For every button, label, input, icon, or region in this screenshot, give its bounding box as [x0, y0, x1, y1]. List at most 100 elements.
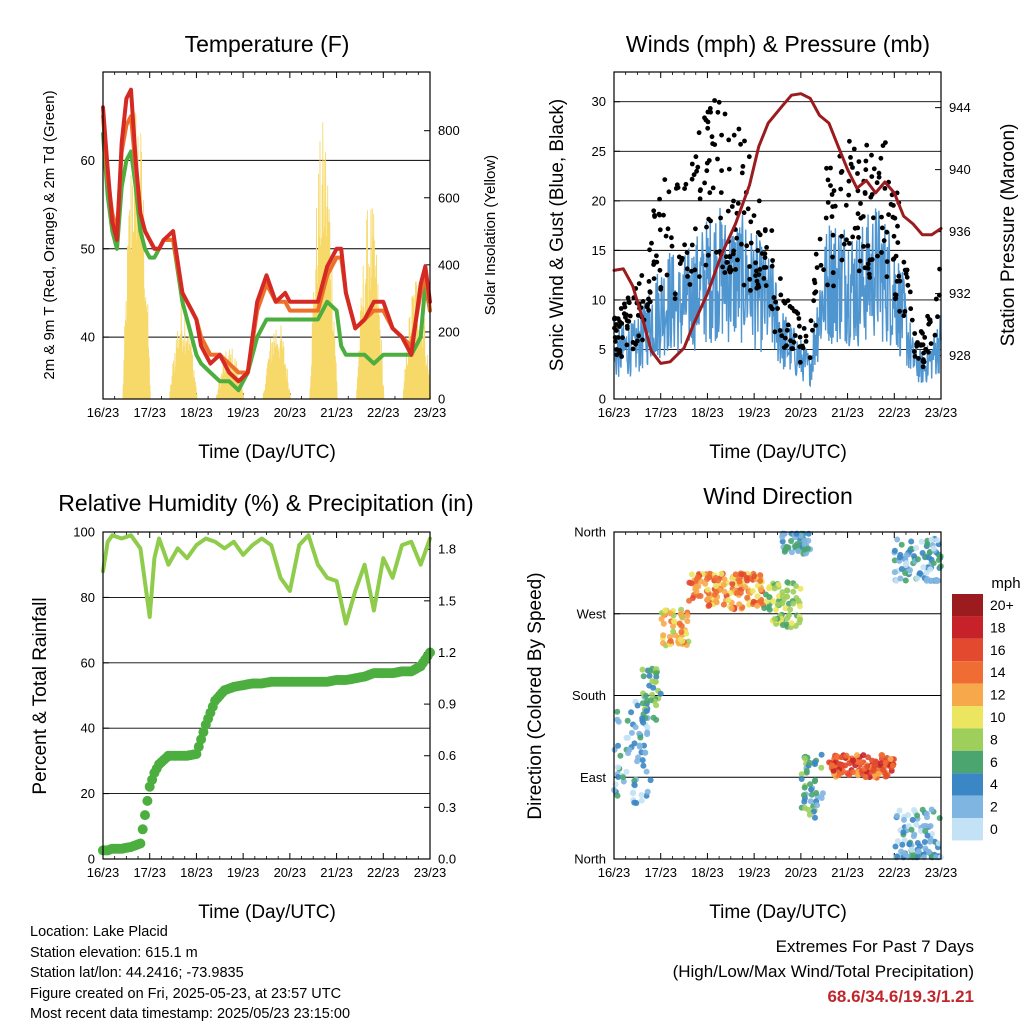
legend-label: 4: [990, 776, 998, 792]
solar-spike: [356, 208, 385, 400]
direction-point: [922, 845, 929, 852]
direction-point: [775, 581, 782, 588]
direction-point: [896, 554, 903, 561]
direction-point: [909, 816, 916, 823]
direction-point: [779, 622, 786, 628]
x-tick-label: 23/23: [414, 865, 447, 880]
direction-point: [643, 692, 649, 699]
gust-point: [871, 215, 876, 221]
y-tick-label: South: [572, 688, 606, 703]
solar-spike: [169, 304, 198, 400]
direction-point: [766, 594, 773, 600]
direction-point: [865, 754, 872, 761]
gust-point: [731, 132, 737, 138]
direction-point: [634, 702, 641, 709]
temperature-xlabel: Time (Day/UTC): [198, 442, 336, 463]
legend-label: 6: [990, 754, 998, 770]
gust-point: [778, 292, 784, 298]
gust-point: [923, 347, 929, 352]
direction-point: [671, 618, 677, 625]
gust-point: [661, 212, 666, 218]
x-tick-label: 19/23: [227, 405, 260, 420]
x-tick-label: 20/23: [274, 865, 307, 880]
direction-point: [903, 552, 910, 559]
gust-point: [828, 183, 833, 189]
direction-point: [695, 583, 702, 590]
solar-spike: [122, 112, 151, 400]
wind-pressure-frame: [613, 71, 942, 400]
gust-point: [697, 188, 703, 194]
legend-label: 20+: [990, 597, 1014, 613]
x-tick-label: 23/23: [925, 865, 958, 880]
gust-point: [710, 185, 716, 191]
direction-point: [801, 537, 808, 544]
gust-point: [647, 247, 652, 253]
gust-point: [831, 283, 836, 289]
direction-point: [766, 606, 773, 613]
gust-point: [646, 279, 652, 284]
gust-point: [878, 155, 884, 161]
x-tick-label: 21/23: [831, 405, 864, 420]
gust-point: [759, 251, 765, 256]
gust-point: [693, 226, 698, 232]
direction-point: [928, 806, 935, 813]
gust-point: [613, 322, 619, 327]
gust-point: [726, 137, 732, 143]
gust-point: [884, 229, 890, 235]
gust-point: [664, 272, 670, 278]
direction-point: [889, 762, 896, 769]
direction-point: [918, 538, 925, 545]
direction-point: [628, 729, 635, 736]
direction-point: [907, 567, 913, 574]
direction-point: [684, 612, 691, 619]
gust-point: [875, 253, 880, 259]
gust-point: [932, 332, 938, 338]
direction-point: [728, 605, 735, 612]
gust-point: [748, 240, 754, 246]
gust-point: [720, 264, 725, 270]
x-tick-label: 20/23: [274, 405, 307, 420]
gust-point: [830, 232, 836, 238]
y2-tick-label: 0.6: [438, 748, 456, 763]
direction-point: [615, 742, 621, 749]
direction-point: [842, 762, 849, 769]
gust-point: [683, 181, 689, 187]
legend-swatch: [952, 728, 983, 751]
gust-point: [748, 288, 753, 293]
direction-point: [643, 768, 650, 775]
temperature-2m-line: [101, 87, 432, 384]
direction-point: [626, 746, 633, 753]
y-tick-label: 0: [88, 852, 95, 867]
direction-point: [757, 586, 764, 593]
gust-point: [619, 354, 624, 359]
y2-tick-label: 1.8: [438, 542, 456, 557]
y-tick-label: 0: [599, 392, 606, 407]
direction-point: [797, 616, 804, 623]
gust-point: [753, 260, 758, 266]
direction-point: [900, 829, 907, 836]
x-tick-label: 19/23: [738, 405, 771, 420]
gust-point: [702, 180, 707, 186]
wind-direction-ylabel: Direction (Colored By Speed): [525, 572, 546, 819]
y2-tick-label: 940: [949, 162, 971, 177]
gust-point: [762, 227, 768, 232]
wind-direction-xlabel: Time (Day/UTC): [709, 902, 847, 923]
gust-point: [689, 176, 695, 182]
direction-point: [818, 751, 825, 758]
sonic-wind-line: [613, 207, 942, 388]
direction-point: [736, 601, 743, 608]
gust-point: [640, 299, 646, 304]
direction-point: [761, 605, 768, 612]
temperature-ylabel: 2m & 9m T (Red, Orange) & 2m Td (Green): [41, 90, 58, 379]
direction-point: [819, 790, 826, 797]
gust-point: [841, 241, 847, 247]
direction-point: [615, 774, 622, 780]
x-tick-label: 17/23: [133, 405, 166, 420]
gust-point: [928, 341, 934, 346]
extremes-box: Extremes For Past 7 Days (High/Low/Max W…: [673, 934, 974, 1009]
gust-point: [751, 213, 757, 219]
gust-point: [672, 291, 678, 297]
direction-point: [643, 708, 650, 714]
gust-point: [622, 301, 627, 307]
